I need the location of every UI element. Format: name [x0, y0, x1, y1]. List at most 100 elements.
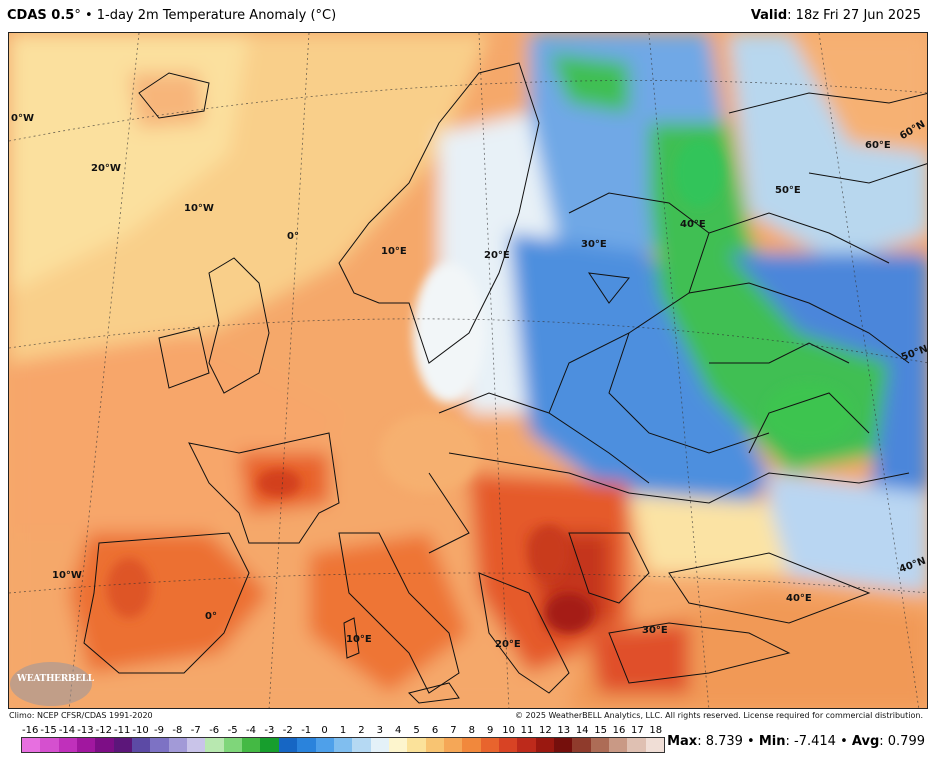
header: CDAS 0.5° • 1-day 2m Temperature Anomaly…	[0, 0, 935, 32]
avg-label: Avg	[851, 734, 880, 749]
colorbar-swatch	[223, 738, 243, 752]
colorbar-swatch	[132, 738, 151, 752]
colorbar-tick: 1	[339, 725, 347, 736]
colorbar-swatch	[58, 738, 78, 752]
field-stats: Max: 8.739 • Min: -7.414 • Avg: 0.799	[667, 734, 925, 749]
colorbar-swatch	[627, 738, 646, 752]
stats-separator: •	[835, 734, 852, 749]
weatherbell-logo-text: WEATHERBELL	[17, 674, 94, 684]
coastlines	[83, 62, 927, 704]
graticule-label: 0°	[287, 231, 299, 242]
colorbar-tick: 18	[649, 725, 663, 736]
colorbar-swatch	[645, 738, 665, 752]
degree-mark: °	[74, 8, 81, 23]
colorbar-tick: -14	[58, 725, 76, 736]
weatherbell-logo	[10, 662, 92, 706]
graticule-label: 60°E	[865, 140, 891, 151]
colorbar-tick: 16	[612, 725, 626, 736]
colorbar-tick: 14	[575, 725, 589, 736]
climo-note: Climo: NCEP CFSR/CDAS 1991-2020	[9, 711, 153, 720]
colorbar-ticks: -16 -15 -14 -13 -12 -11 -10 -9 -8 -7 -6 -5 -4 -3 -2 -1 0…	[21, 725, 665, 737]
colorbar-tick: -5	[227, 725, 238, 736]
colorbar-tick: -15	[40, 725, 57, 736]
max-label: Max	[667, 734, 698, 749]
colorbar-tick: -7	[190, 725, 201, 736]
colorbar-swatch	[572, 738, 591, 752]
colorbar-tick: 13	[557, 725, 571, 736]
colorbar-tick: 2	[358, 725, 365, 736]
colorbar-swatch	[517, 738, 536, 752]
colorbar-swatch	[260, 738, 279, 752]
colorbar-tick: 7	[450, 725, 457, 736]
colorbar-swatch	[498, 738, 518, 752]
title-separator: •	[80, 8, 97, 23]
colorbar-swatch	[352, 738, 371, 752]
colorbar-tick: -1	[301, 725, 312, 736]
colorbar-swatch	[535, 738, 554, 752]
colorbar-tick: -6	[209, 725, 220, 736]
colorbar-tick: -3	[264, 725, 275, 736]
colorbar-tick: -9	[154, 725, 164, 736]
colorbar-swatch	[278, 738, 298, 752]
graticule-label: 10°W	[52, 570, 82, 581]
graticule-label: 50°E	[775, 185, 801, 196]
colorbar-swatch	[22, 738, 41, 752]
colorbar-swatch	[297, 738, 316, 752]
valid-value: : 18z Fri 27 Jun 2025	[787, 8, 921, 23]
colorbar-swatch	[95, 738, 114, 752]
colorbar-tick: -8	[172, 725, 183, 736]
colorbar-swatch	[168, 738, 188, 752]
colorbar-tick: 0	[321, 725, 328, 736]
graticule-label: 40°E	[680, 219, 706, 230]
graticule-label: 40°E	[786, 593, 812, 604]
map-title: CDAS 0.5° • 1-day 2m Temperature Anomaly…	[7, 8, 336, 23]
colorbar-swatch	[205, 738, 224, 752]
graticule-label: 10°E	[381, 246, 407, 257]
product-name: 1-day 2m Temperature Anomaly (°C)	[96, 8, 337, 23]
colorbar-tick: -11	[114, 725, 131, 736]
colorbar-tick: 6	[431, 725, 439, 736]
colorbar-tick: -12	[95, 725, 112, 736]
graticule-label: 30°E	[581, 239, 607, 250]
model-name: CDAS 0.5	[7, 8, 75, 23]
map-canvas	[9, 33, 927, 708]
graticule-label: 20°E	[484, 250, 510, 261]
colorbar-swatch	[388, 738, 408, 752]
stats-separator: •	[742, 734, 759, 749]
colorbar-tick: -2	[282, 725, 293, 736]
colorbar-tick: -10	[132, 725, 149, 736]
colorbar-tick: 3	[376, 725, 383, 736]
min-label: Min	[758, 734, 786, 749]
graticule-label: 0°	[205, 611, 217, 622]
graticule-label: 20°W	[91, 163, 121, 174]
colorbar-tick: 15	[594, 725, 607, 736]
valid-time: Valid: 18z Fri 27 Jun 2025	[751, 8, 921, 23]
colorbar-swatch	[77, 738, 96, 752]
colorbar-tick: 10	[502, 725, 515, 736]
colorbar-swatch	[113, 738, 133, 752]
temperature-detail	[107, 139, 853, 633]
colorbar-tick: -16	[22, 725, 39, 736]
colorbar-tick: 17	[631, 725, 644, 736]
colorbar-swatch	[40, 738, 59, 752]
avg-value: : 0.799	[879, 734, 925, 749]
colorbar-tick: 12	[539, 725, 552, 736]
valid-label: Valid	[750, 8, 788, 23]
graticule-label: 30°E	[642, 625, 668, 636]
graticule	[9, 33, 927, 708]
colorbar-swatch	[553, 738, 573, 752]
temperature-field	[9, 33, 927, 708]
colorbar-swatch	[333, 738, 353, 752]
anomaly-map[interactable]: 0°W 20°W 10°W 0° 10°E 20°E 30°E 40°E 50°…	[8, 32, 928, 709]
colorbar-swatch	[462, 738, 481, 752]
colorbar-tick: 9	[487, 725, 494, 736]
graticule-label: 0°W	[11, 113, 34, 124]
colorbar-swatch	[443, 738, 463, 752]
colorbar-tick: 5	[413, 725, 420, 736]
graticule-label: 20°E	[495, 639, 521, 650]
min-value: : -7.414	[785, 734, 836, 749]
colorbar-swatch	[407, 738, 426, 752]
colorbar-swatch	[480, 738, 499, 752]
colorbar	[21, 737, 665, 753]
colorbar-swatch	[315, 738, 334, 752]
